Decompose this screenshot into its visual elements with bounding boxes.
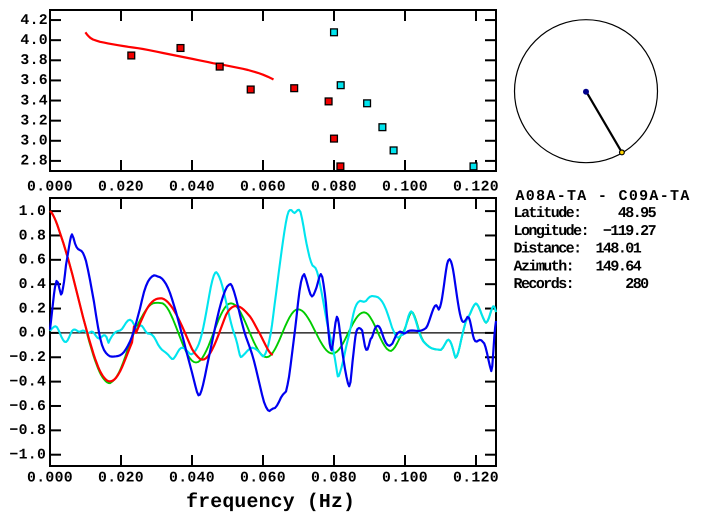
svg-text:3.6: 3.6 bbox=[20, 73, 48, 89]
svg-text:Longitude: −119.27: Longitude: −119.27 bbox=[514, 223, 656, 240]
svg-text:0.0: 0.0 bbox=[19, 326, 47, 342]
svg-text:0.100: 0.100 bbox=[382, 471, 428, 487]
svg-text:Latitude: 48.95: Latitude: 48.95 bbox=[514, 205, 657, 222]
svg-text:−0.6: −0.6 bbox=[9, 399, 46, 415]
svg-text:0.080: 0.080 bbox=[311, 180, 357, 196]
svg-text:0.2: 0.2 bbox=[19, 301, 47, 317]
svg-text:3.8: 3.8 bbox=[20, 53, 48, 69]
svg-text:−0.2: −0.2 bbox=[9, 350, 46, 366]
svg-text:2.8: 2.8 bbox=[20, 154, 48, 170]
svg-text:0.040: 0.040 bbox=[169, 180, 215, 196]
svg-text:0.020: 0.020 bbox=[98, 471, 144, 487]
svg-text:−0.8: −0.8 bbox=[9, 423, 46, 439]
svg-text:3.4: 3.4 bbox=[20, 93, 48, 109]
svg-text:0.020: 0.020 bbox=[98, 180, 144, 196]
svg-text:A08A-TA - C09A-TA: A08A-TA - C09A-TA bbox=[516, 188, 691, 205]
svg-text:0.000: 0.000 bbox=[27, 471, 73, 487]
svg-text:0.080: 0.080 bbox=[311, 471, 357, 487]
svg-text:0.4: 0.4 bbox=[19, 277, 47, 293]
svg-text:0.120: 0.120 bbox=[453, 180, 499, 196]
svg-text:0.100: 0.100 bbox=[382, 180, 428, 196]
svg-text:0.6: 0.6 bbox=[19, 253, 47, 269]
svg-text:0.120: 0.120 bbox=[453, 471, 499, 487]
svg-text:3.0: 3.0 bbox=[20, 134, 48, 150]
svg-text:Records: 280: Records: 280 bbox=[514, 276, 650, 293]
svg-text:frequency (Hz): frequency (Hz) bbox=[186, 491, 355, 513]
svg-text:−1.0: −1.0 bbox=[9, 448, 46, 464]
svg-text:4.0: 4.0 bbox=[20, 33, 48, 49]
svg-text:0.040: 0.040 bbox=[169, 471, 215, 487]
svg-text:Distance: 148.01: Distance: 148.01 bbox=[514, 241, 642, 258]
svg-text:4.2: 4.2 bbox=[20, 13, 48, 29]
svg-text:0.060: 0.060 bbox=[240, 471, 286, 487]
svg-text:1.0: 1.0 bbox=[19, 204, 47, 220]
svg-text:0.8: 0.8 bbox=[19, 228, 47, 244]
svg-text:3.2: 3.2 bbox=[20, 113, 48, 129]
svg-text:Azimuth: 149.64: Azimuth: 149.64 bbox=[514, 258, 642, 275]
svg-text:0.060: 0.060 bbox=[240, 180, 286, 196]
svg-text:0.000: 0.000 bbox=[27, 180, 73, 196]
svg-text:−0.4: −0.4 bbox=[9, 374, 46, 390]
